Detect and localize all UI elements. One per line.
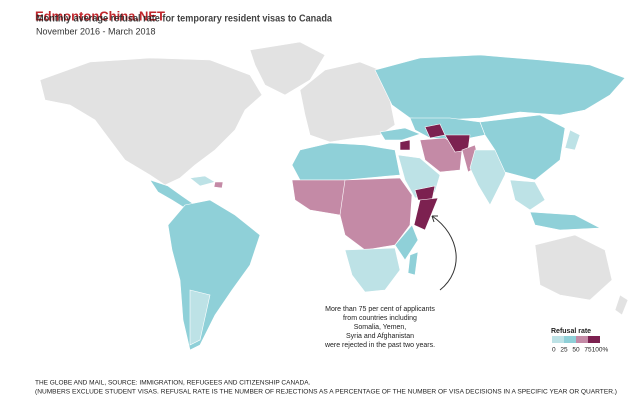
legend-tick-label: 50: [572, 347, 580, 354]
annotation-line: from countries including: [343, 315, 417, 322]
iraq: [424, 123, 446, 139]
indonesia: [529, 211, 602, 231]
title: Monthly average refusal rate for tempora…: [36, 14, 332, 25]
caribbean: [189, 175, 216, 187]
annotation-line: More than 75 per cent of applicants: [325, 306, 435, 313]
arrow-head: [431, 215, 438, 223]
source: THE GLOBE AND MAIL, SOURCE: IMMIGRATION,…: [35, 380, 311, 387]
legend-swatch: [552, 336, 564, 343]
legend-tick-label: 0: [552, 347, 556, 354]
legend-tick-label: 25: [560, 347, 568, 354]
watermark: EdmontonChina.NET: [35, 8, 165, 23]
legend-swatch: [576, 336, 588, 343]
legend-tick-label: 100%: [592, 347, 609, 354]
annotation-line: were rejected in the past two years.: [324, 342, 435, 349]
russia: [374, 54, 626, 121]
note: (NUMBERS EXCLUDE STUDENT VISAS. REFUSAL …: [35, 389, 617, 396]
legend-title: Refusal rate: [551, 328, 591, 335]
syria: [399, 139, 411, 151]
annotation-line: Syria and Afghanistan: [346, 333, 414, 340]
madagascar: [407, 251, 419, 276]
japan: [564, 129, 581, 151]
north-africa: [291, 142, 401, 181]
southeast-asia: [509, 179, 546, 211]
legend: Refusal rate 0 25 50 75 100%: [551, 328, 609, 354]
east-africa: [394, 224, 419, 261]
europe: [299, 61, 396, 143]
annotation-line: Somalia, Yemen,: [354, 324, 407, 331]
north-america: [39, 57, 263, 186]
legend-swatch: [588, 336, 600, 343]
legend-swatch: [564, 336, 576, 343]
haiti: [213, 181, 224, 189]
annotation-arrow: [431, 215, 457, 291]
legend-tick-label: 75: [584, 347, 592, 354]
somalia: [413, 197, 439, 231]
australia: [534, 234, 613, 301]
south-africa: [344, 247, 401, 293]
turkey: [379, 127, 421, 141]
greenland: [249, 41, 326, 96]
new-zealand: [614, 294, 629, 316]
annotation: More than 75 per cent of applicants from…: [324, 306, 435, 349]
south-america: [167, 199, 261, 351]
subtitle: November 2016 - March 2018: [36, 26, 156, 36]
china: [479, 114, 566, 181]
south-america-south: [189, 289, 211, 346]
